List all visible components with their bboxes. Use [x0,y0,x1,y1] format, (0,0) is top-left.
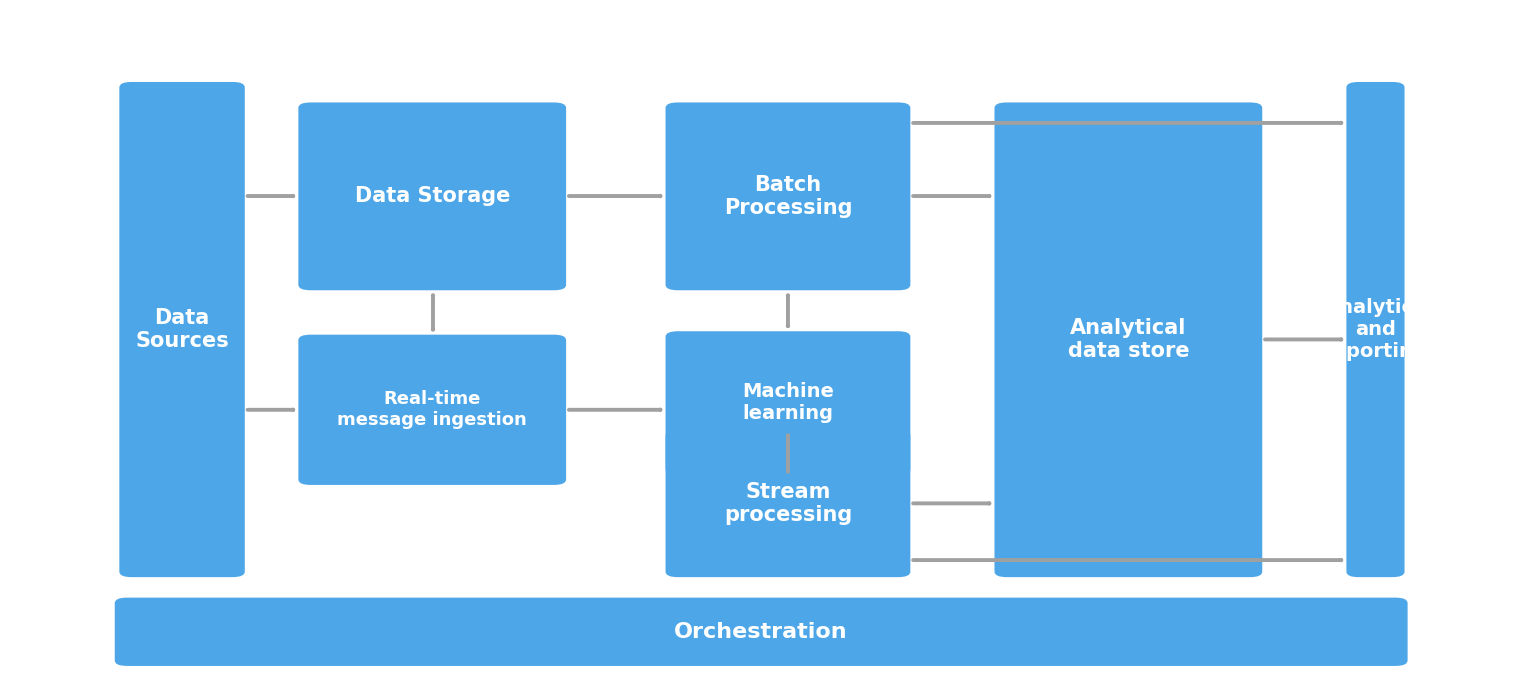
Text: Real-time
message ingestion: Real-time message ingestion [337,391,528,429]
Text: Analytical
data store: Analytical data store [1068,318,1189,361]
FancyBboxPatch shape [298,102,566,290]
Text: Stream
processing: Stream processing [724,482,852,525]
Text: Batch
Processing: Batch Processing [724,175,852,218]
FancyBboxPatch shape [298,335,566,485]
FancyBboxPatch shape [994,102,1262,577]
FancyBboxPatch shape [666,430,910,577]
FancyBboxPatch shape [115,598,1408,666]
Text: Analytics
and
reporting: Analytics and reporting [1323,298,1427,361]
FancyBboxPatch shape [119,82,245,577]
Text: Data Storage: Data Storage [355,186,509,206]
Text: Orchestration: Orchestration [675,622,848,642]
FancyBboxPatch shape [666,102,910,290]
Text: Data
Sources: Data Sources [135,308,230,351]
FancyBboxPatch shape [666,331,910,475]
FancyBboxPatch shape [1346,82,1405,577]
Text: Machine
learning: Machine learning [742,382,834,423]
